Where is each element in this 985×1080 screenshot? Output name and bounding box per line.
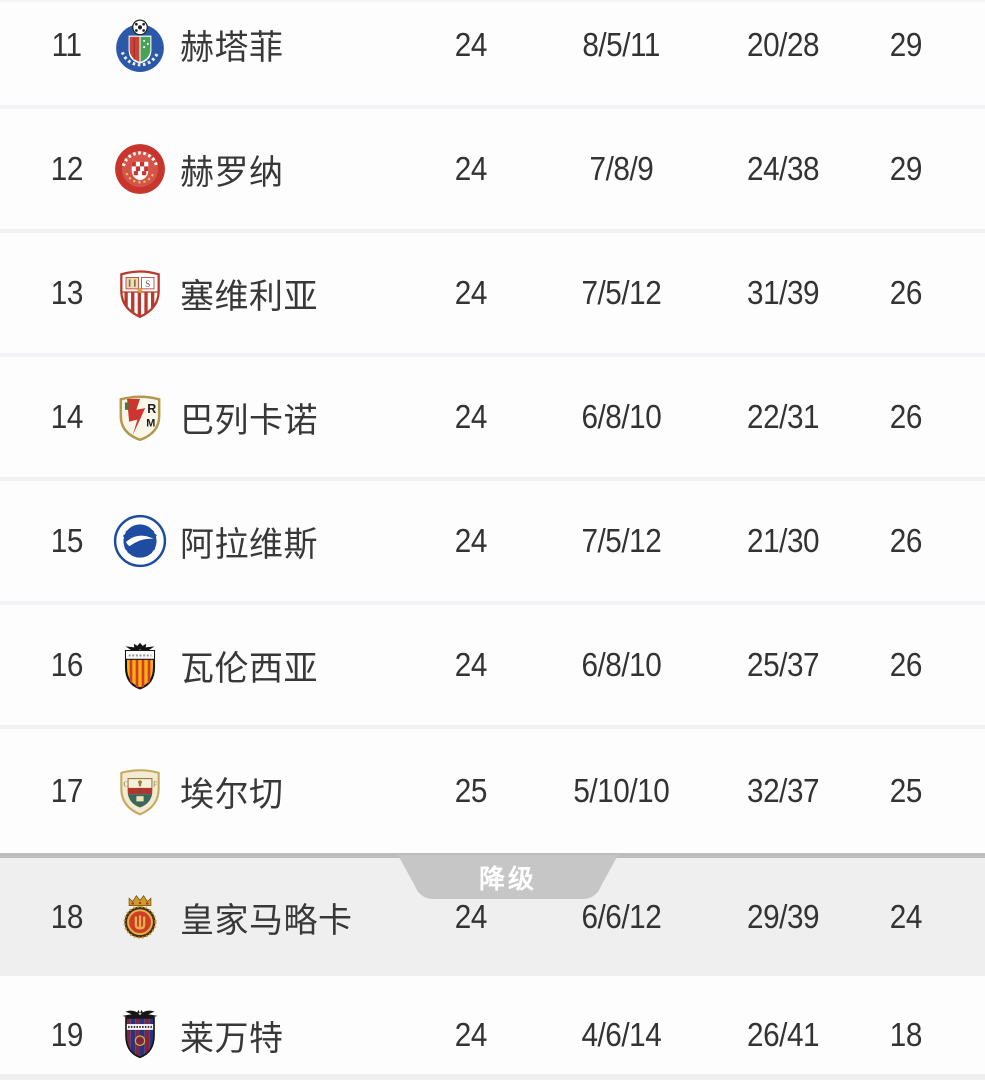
row-separator [0, 0, 985, 2]
relegation-rows: 18 皇家马略卡 24 6/6/12 29/39 24 19 莱万特 24 4/… [0, 858, 985, 1074]
goals-cell: 25/37 [747, 646, 820, 683]
wdl-cell: 8/5/11 [582, 25, 660, 63]
team-name: 皇家马略卡 [180, 901, 353, 940]
points-cell: 18 [889, 1016, 922, 1053]
goals-cell: 31/39 [747, 274, 820, 311]
goals-cell: 21/30 [747, 522, 820, 559]
svg-text:F: F [153, 780, 157, 788]
wdl-cell: 7/5/12 [581, 274, 661, 311]
points-cell: 25 [889, 772, 922, 809]
table-row[interactable]: 19 莱万特 24 4/6/14 26/41 18 [0, 976, 985, 1074]
points-cell: 24 [889, 898, 922, 935]
wdl-cell: 6/6/12 [581, 898, 661, 935]
goals-cell: 22/31 [747, 398, 820, 435]
played-cell: 24 [454, 398, 488, 435]
wdl-cell: 7/8/9 [589, 150, 653, 187]
table-row[interactable]: 14 R M 巴列卡诺 24 6/8/10 22/31 26 [0, 357, 985, 481]
points-cell: 26 [889, 274, 922, 311]
rayo-vallecano-crest: R M [104, 389, 176, 445]
table-row[interactable]: 13 S 塞维利亚 24 7/5/12 31/39 26 [0, 233, 985, 357]
rank: 19 [50, 1016, 84, 1053]
goals-cell: 32/37 [747, 772, 820, 809]
valencia-crest [104, 637, 176, 693]
team-name: 瓦伦西亚 [180, 649, 318, 688]
levante-crest [104, 1007, 176, 1063]
team-name: 阿拉维斯 [180, 525, 318, 564]
goals-cell: 26/41 [747, 1016, 820, 1053]
team-name: 赫罗纳 [180, 153, 284, 192]
points-cell: 26 [889, 522, 922, 559]
girona-crest [104, 141, 176, 197]
wdl-cell: 6/8/10 [581, 398, 661, 435]
points-cell: 29 [889, 150, 922, 187]
svg-text:S: S [145, 280, 150, 290]
played-cell: 24 [454, 150, 488, 187]
relegation-label: 降级 [478, 864, 537, 894]
table-row[interactable]: 11 赫塔菲 24 8/5/11 20/28 29 [0, 2, 985, 109]
rank: 16 [50, 646, 84, 683]
rank: 12 [50, 150, 84, 187]
team-name: 赫塔菲 [180, 29, 284, 67]
goals-cell: 29/39 [747, 898, 820, 935]
mallorca-crest [104, 889, 176, 945]
table-row[interactable]: 16 瓦伦西亚 24 6/8/10 25/37 26 [0, 605, 985, 729]
points-cell: 26 [889, 646, 922, 683]
elche-crest: C F [104, 763, 176, 819]
rank: 17 [50, 772, 84, 809]
played-cell: 24 [454, 1016, 488, 1053]
alaves-crest [104, 513, 176, 569]
rank: 14 [50, 398, 84, 435]
played-cell: 24 [454, 274, 488, 311]
wdl-cell: 6/8/10 [581, 646, 661, 683]
standings-rows: 11 赫塔菲 24 8/5/11 20/28 29 12 赫罗纳 24 7/8/… [0, 2, 985, 853]
getafe-crest [104, 17, 176, 73]
goals-cell: 20/28 [747, 25, 820, 63]
team-name: 莱万特 [180, 1019, 284, 1058]
relegation-divider: 降级 [0, 853, 985, 899]
next-row-edge [0, 1074, 985, 1080]
team-name: 巴列卡诺 [180, 401, 318, 440]
svg-text:M: M [146, 417, 155, 429]
goals-cell: 24/38 [747, 150, 820, 187]
rank: 13 [50, 274, 84, 311]
wdl-cell: 5/10/10 [573, 772, 669, 809]
table-row[interactable]: 12 赫罗纳 24 7/8/9 24/38 29 [0, 109, 985, 233]
table-row[interactable]: 15 阿拉维斯 24 7/5/12 21/30 26 [0, 481, 985, 605]
team-name: 塞维利亚 [180, 277, 318, 316]
svg-text:C: C [123, 780, 128, 788]
rank: 18 [50, 898, 84, 935]
wdl-cell: 4/6/14 [581, 1016, 661, 1053]
played-cell: 25 [454, 772, 488, 809]
played-cell: 24 [454, 25, 488, 63]
played-cell: 24 [454, 522, 488, 559]
svg-text:R: R [147, 402, 156, 416]
played-cell: 24 [454, 646, 488, 683]
table-row[interactable]: 17 C F 埃尔切 25 5/10/10 32/37 25 [0, 729, 985, 853]
points-cell: 29 [889, 25, 922, 63]
relegation-tab: 降级 [398, 855, 618, 899]
points-cell: 26 [889, 398, 922, 435]
rank: 15 [50, 522, 84, 559]
played-cell: 24 [454, 898, 488, 935]
team-name: 埃尔切 [180, 775, 284, 814]
rank: 11 [52, 25, 82, 63]
sevilla-crest: S [104, 265, 176, 321]
wdl-cell: 7/5/12 [581, 522, 661, 559]
relegation-tab-shape [398, 855, 618, 899]
